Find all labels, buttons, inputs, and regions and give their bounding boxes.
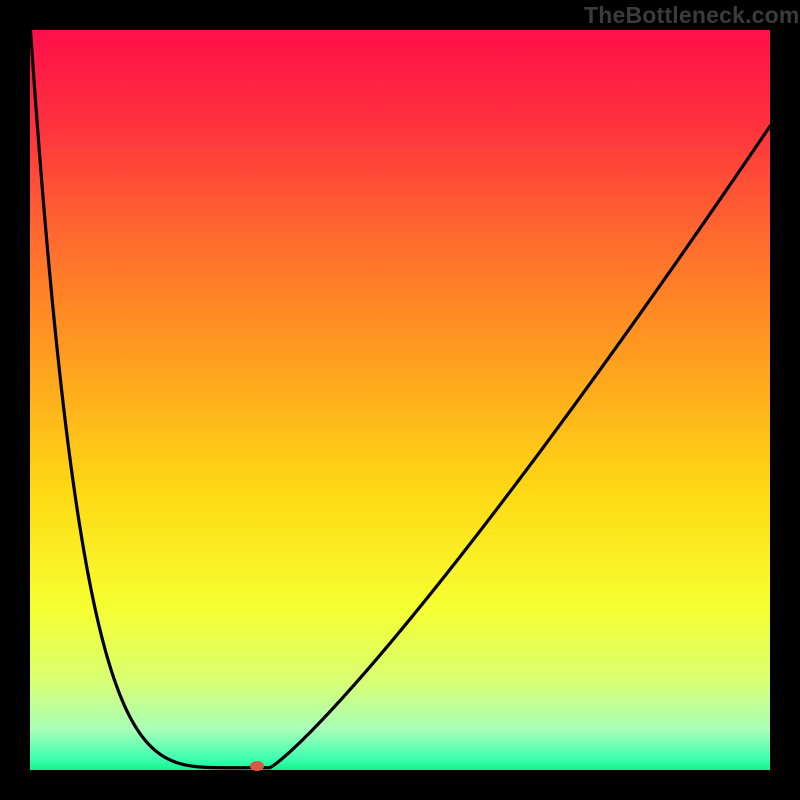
plot-background bbox=[30, 30, 770, 770]
bottleneck-chart bbox=[0, 0, 800, 800]
watermark-text: TheBottleneck.com bbox=[584, 2, 800, 29]
optimum-marker bbox=[250, 761, 264, 771]
